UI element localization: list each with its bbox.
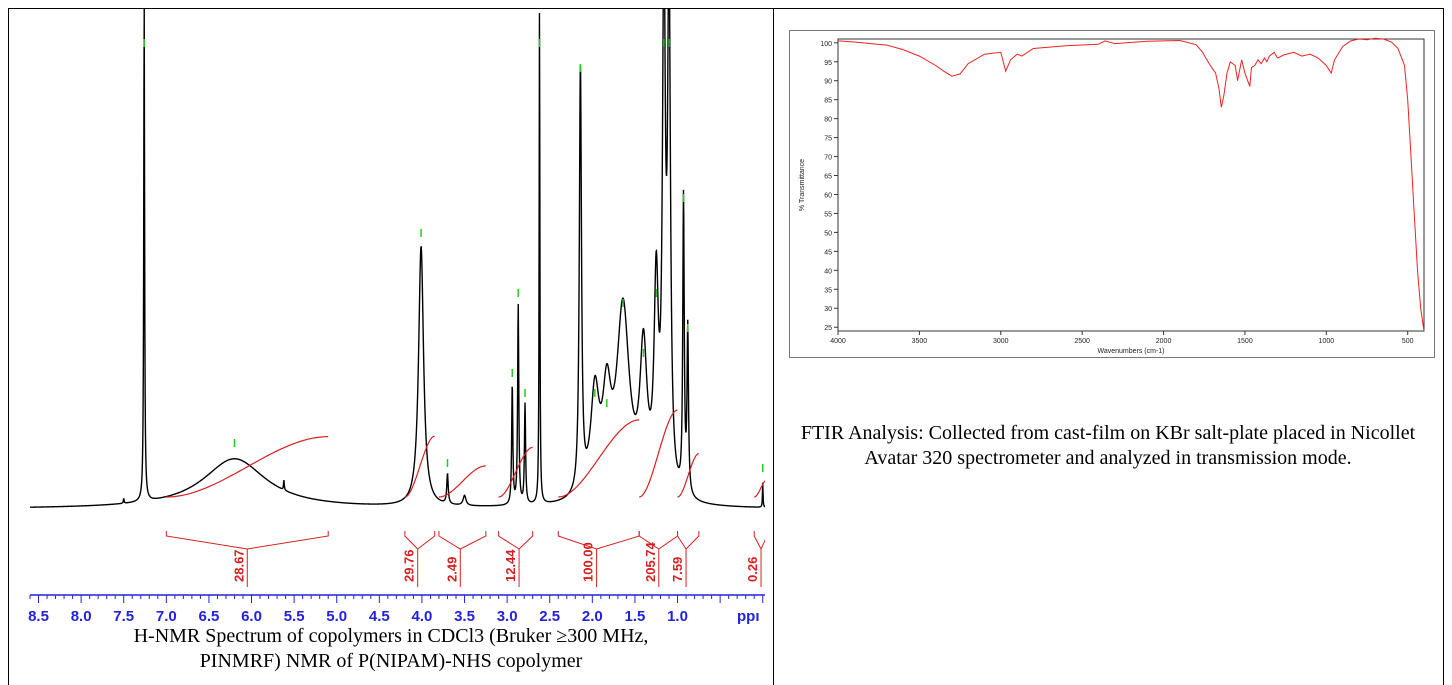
ftir-y-tick-label: 60 (824, 192, 832, 199)
nmr-x-tick-label: 3.5 (454, 608, 475, 625)
nmr-integral-curve (677, 453, 699, 498)
nmr-integral-curve (754, 480, 765, 498)
nmr-x-tick-label: 8.0 (71, 608, 92, 625)
ftir-x-tick-label: 2500 (1074, 338, 1090, 345)
ftir-x-tick-label: 3000 (993, 338, 1009, 345)
nmr-integral-bracket (165, 531, 329, 550)
ftir-x-tick-label: 1500 (1237, 338, 1253, 345)
nmr-integral-curve (404, 435, 435, 498)
nmr-integral-bracket (438, 531, 487, 550)
nmr-caption-line-1: H-NMR Spectrum of copolymers in CDCl3 (B… (133, 625, 649, 647)
nmr-axis-unit-label: ppı (737, 608, 760, 625)
nmr-caption-line-2: PINMRF) NMR of P(NIPAM)-NHS copolymer (199, 650, 583, 672)
nmr-integral-label: 28.67 (231, 549, 246, 582)
ftir-y-tick-label: 70 (824, 155, 832, 162)
ftir-y-axis-label: % Transmittance (799, 159, 806, 211)
nmr-x-tick-label: 7.5 (113, 608, 134, 625)
nmr-spectrum-line (29, 9, 765, 508)
ftir-x-tick-label: 3500 (912, 338, 928, 345)
nmr-x-tick-label: 6.0 (241, 608, 262, 625)
nmr-x-tick-label: 5.0 (326, 608, 347, 625)
nmr-integral-curve (639, 409, 678, 498)
nmr-x-tick-label: 4.0 (412, 608, 433, 625)
nmr-integral-curve (438, 465, 486, 498)
nmr-integral-bracket (557, 531, 640, 550)
ftir-x-tick-label: 500 (1402, 338, 1414, 345)
ftir-y-tick-label: 90 (824, 79, 832, 86)
ftir-y-tick-label: 50 (824, 230, 832, 237)
ftir-x-tick-label: 2000 (1156, 338, 1172, 345)
nmr-x-tick-label: 4.5 (369, 608, 390, 625)
ftir-y-tick-label: 40 (824, 268, 832, 275)
nmr-integral-label: 2.49 (444, 557, 459, 582)
nmr-x-tick-label: 5.5 (284, 608, 305, 625)
nmr-integral-label: 0.26 (745, 557, 760, 582)
nmr-integral-label: 7.59 (670, 557, 685, 582)
ftir-x-tick-label: 4000 (830, 338, 846, 345)
nmr-x-tick-label: 8.5 (28, 608, 49, 625)
ftir-x-axis-label: Wavenumbers (cm-1) (1097, 348, 1164, 355)
nmr-chart: 28.67 29.76 2.49 12.44 100.00 205.74 7.59 0.26 8… (28, 9, 765, 625)
ftir-chart: 25 30 35 40 45 50 55 60 65 70 75 80 85 90 95 100 4000 350… (799, 37, 1425, 355)
nmr-integral-label: 12.44 (503, 549, 518, 582)
ftir-y-tick-label: 45 (824, 249, 832, 256)
ftir-y-tick-label: 65 (824, 174, 832, 181)
nmr-integral-curve (498, 446, 533, 498)
ftir-y-tick-label: 100 (820, 41, 832, 48)
nmr-integral-label: 205.74 (643, 541, 658, 582)
ftir-x-tick-label: 1000 (1319, 338, 1335, 345)
ftir-cell (773, 8, 1444, 685)
nmr-x-tick-label: 7.0 (156, 608, 177, 625)
nmr-integral-label: 100.00 (581, 542, 596, 582)
ftir-y-tick-label: 25 (824, 325, 832, 332)
ftir-plot-frame (837, 38, 1425, 332)
nmr-caption: H-NMR Spectrum of copolymers in CDCl3 (B… (10, 624, 772, 674)
ftir-y-tick-label: 95 (824, 60, 832, 67)
ftir-y-tick-label: 75 (824, 136, 832, 143)
nmr-x-tick-label: 2.5 (539, 608, 560, 625)
nmr-x-tick-label: 3.0 (497, 608, 518, 625)
nmr-integral-bracket (498, 531, 534, 550)
nmr-integral-bracket (753, 531, 765, 551)
ftir-chart-frame: 25 30 35 40 45 50 55 60 65 70 75 80 85 90 95 100 4000 350… (789, 30, 1435, 358)
ftir-caption: FTIR Analysis: Collected from cast-film … (800, 422, 1416, 469)
ftir-transmittance-line (837, 37, 1425, 332)
nmr-x-tick-label: 6.5 (198, 608, 219, 625)
ftir-y-tick-label: 85 (824, 98, 832, 105)
nmr-integral-bracket (677, 531, 700, 550)
nmr-integral-curve (166, 436, 329, 498)
nmr-x-tick-label: 2.0 (582, 608, 603, 625)
nmr-x-tick-label: 1.5 (625, 608, 646, 625)
nmr-integral-curve (558, 419, 640, 498)
nmr-x-tick-label: 1.0 (667, 608, 688, 625)
nmr-integral-label: 29.76 (402, 549, 417, 582)
ftir-y-tick-label: 30 (824, 306, 832, 313)
ftir-y-tick-label: 55 (824, 211, 832, 218)
nmr-integral-bracket (404, 531, 436, 550)
ftir-y-tick-label: 80 (824, 117, 832, 124)
ftir-y-tick-label: 35 (824, 287, 832, 294)
